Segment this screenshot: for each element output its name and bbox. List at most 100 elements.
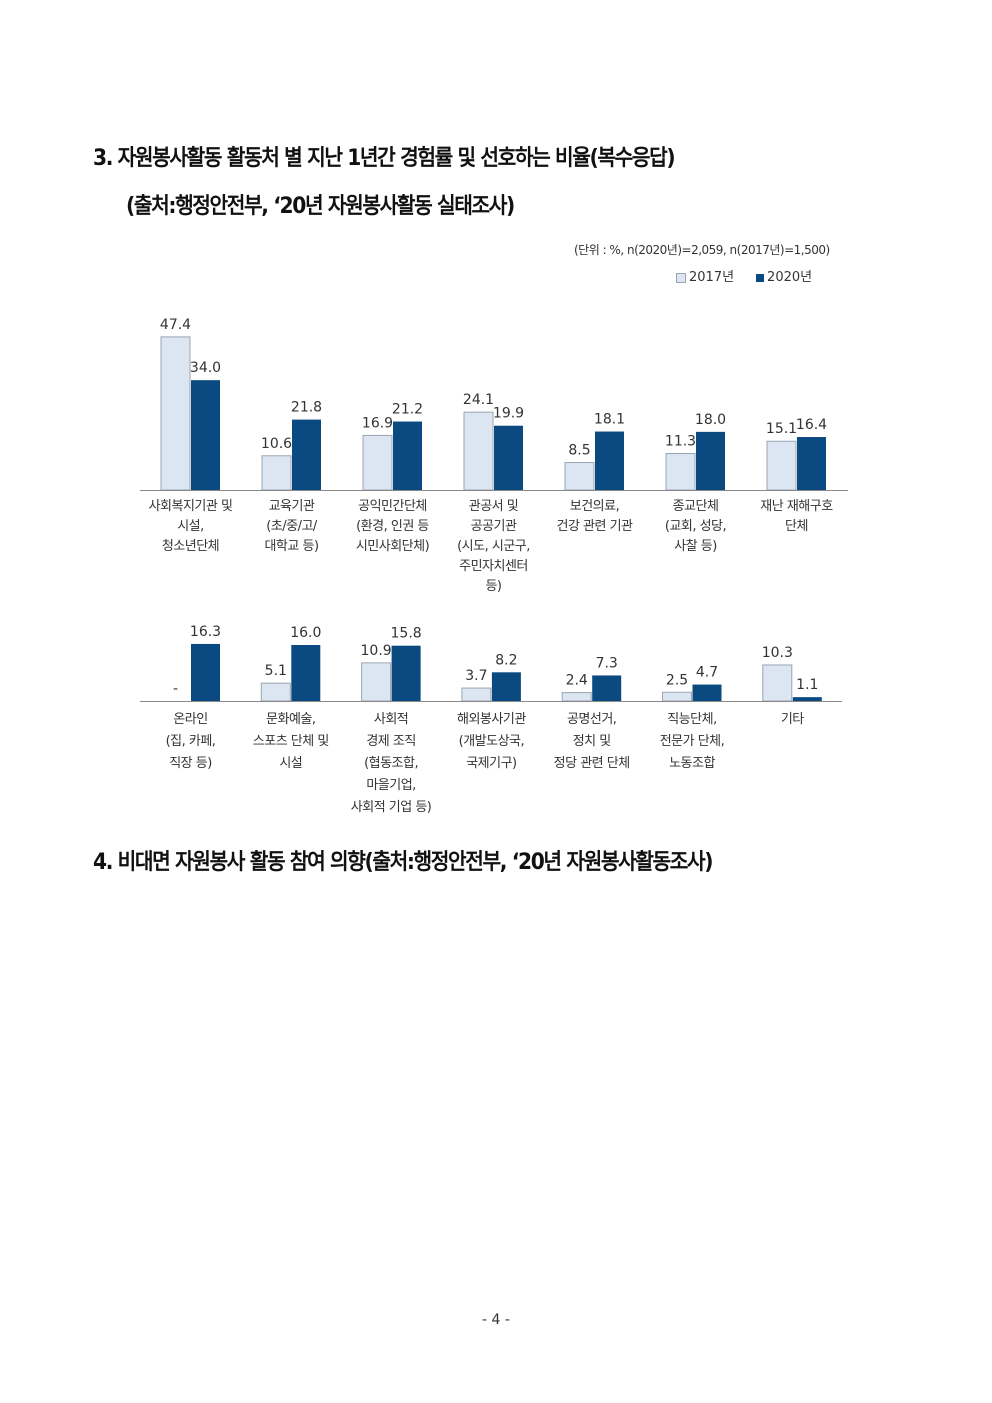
bar-2020 — [491, 672, 521, 701]
data-label-2017: 24.1 — [463, 392, 494, 408]
category-label: 공명선거, — [567, 712, 616, 727]
legend-swatch-2017 — [676, 272, 686, 283]
bar-2020 — [595, 431, 624, 490]
data-label-2017: 3.7 — [465, 668, 487, 684]
data-label-2020: 1.1 — [796, 677, 818, 693]
bar-2017 — [665, 453, 696, 491]
bar-2017 — [662, 691, 692, 702]
category-label: (집, 카페, — [166, 734, 216, 749]
category-label: 노동조합 — [669, 756, 715, 771]
data-label-2020: 7.3 — [596, 655, 618, 671]
category-label: (환경, 인권 등 — [356, 519, 429, 534]
bar-2017 — [463, 411, 494, 491]
data-label-2017: 5.1 — [265, 663, 287, 679]
category-label: 마을기업, — [366, 778, 415, 793]
category-label: 교육기관 — [269, 499, 315, 514]
category-label: 청소년단체 — [162, 539, 219, 554]
data-label-2020: 21.8 — [291, 400, 322, 416]
data-label-2020: 16.0 — [290, 625, 321, 641]
data-label-2017: 15.1 — [766, 421, 797, 437]
category-label: 전문가 단체, — [660, 734, 725, 749]
category-label: 직장 등) — [169, 756, 212, 771]
data-label-2020: 19.9 — [493, 406, 524, 422]
category-label: 종교단체 — [673, 499, 719, 514]
category-label: 기타 — [781, 712, 804, 727]
category-label: (개발도상국, — [459, 734, 525, 749]
category-label: 건강 관련 기관 — [556, 519, 633, 534]
category-label: 시설, — [177, 519, 204, 534]
category-label: 정당 관련 단체 — [554, 756, 630, 771]
bar-2017 — [461, 687, 492, 702]
legend-item-2020: 2020년 — [756, 266, 812, 285]
data-label-2020: 4.7 — [696, 665, 718, 681]
category-label: 정치 및 — [573, 734, 611, 749]
bar-2017 — [361, 662, 392, 702]
bar-2017 — [564, 462, 595, 491]
data-label-2020: 16.3 — [190, 624, 221, 640]
bar-2017 — [561, 692, 592, 702]
bar-2020 — [292, 419, 321, 490]
data-label-2017: 11.3 — [665, 434, 696, 450]
section4-title: 4. 비대면 자원봉사 활동 참여 의향(출처:행정안전부, ‘20년 자원봉사… — [93, 850, 714, 875]
data-label-2017: 10.9 — [361, 643, 392, 659]
data-label-2020: 34.0 — [190, 360, 221, 376]
bar-2020 — [797, 437, 826, 490]
category-label: 온라인 — [173, 712, 207, 727]
data-label-2017: - — [173, 681, 178, 697]
legend-label-2017: 2017년 — [689, 270, 735, 285]
chart-legend: 2017년 2020년 — [676, 266, 812, 285]
category-label: 경제 조직 — [366, 734, 415, 749]
bar-2017 — [160, 336, 191, 491]
bar-2017 — [762, 664, 793, 702]
data-label-2017: 2.4 — [566, 673, 588, 689]
data-label-2020: 18.0 — [695, 412, 726, 428]
section3-source: (출처:행정안전부, ‘20년 자원봉사활동 실태조사) — [126, 194, 515, 219]
category-label: (초/중/고/ — [266, 519, 318, 534]
section3-title: 3. 자원봉사활동 활동처 별 지난 1년간 경험률 및 선호하는 비율(복수응… — [93, 146, 676, 171]
legend-swatch-2020 — [756, 273, 765, 282]
data-label-2017: 2.5 — [666, 672, 688, 688]
category-label: (협동조합, — [364, 756, 418, 771]
data-label-2017: 8.5 — [568, 443, 590, 459]
bar-2020 — [494, 425, 523, 490]
category-label: 단체 — [785, 519, 808, 534]
category-label: 시민사회단체) — [356, 539, 429, 554]
legend-label-2020: 2020년 — [767, 270, 813, 285]
data-label-2017: 47.4 — [160, 317, 191, 333]
bar-2017 — [766, 440, 797, 491]
bar-2017 — [260, 682, 291, 702]
data-label-2017: 16.9 — [362, 415, 393, 431]
bar-2020 — [391, 645, 421, 701]
category-label: 공익민간단체 — [358, 499, 427, 514]
category-label: 등) — [485, 579, 501, 594]
category-label: 사회적 — [374, 712, 408, 727]
category-label: 문화예술, — [266, 712, 315, 727]
category-label: 주민자치센터 — [459, 559, 528, 574]
category-label: 스포츠 단체 및 — [253, 734, 329, 749]
page-number: - 4 - — [482, 1312, 510, 1328]
data-label-2020: 18.1 — [594, 412, 625, 428]
bar-2017 — [362, 434, 393, 491]
data-label-2020: 8.2 — [495, 652, 517, 668]
bar-2020 — [191, 380, 220, 490]
category-label: 시설 — [279, 756, 302, 771]
category-label: 보건의료, — [570, 499, 619, 514]
category-label: 재난 재해구호 — [760, 499, 833, 514]
data-label-2017: 10.3 — [762, 645, 793, 661]
category-label: 관공서 및 — [469, 499, 518, 514]
unit-note: (단위 : %, n(2020년)=2,059, n(2017년)=1,500) — [574, 243, 830, 257]
legend-item-2017: 2017년 — [676, 266, 734, 285]
bar-2020 — [592, 675, 622, 701]
data-label-2020: 16.4 — [796, 417, 827, 433]
bar-2020 — [692, 684, 722, 701]
data-label-2020: 21.2 — [392, 402, 423, 418]
bar-2020 — [393, 421, 422, 490]
category-label: 직능단체, — [667, 712, 716, 727]
category-label: 국제기구) — [466, 756, 516, 771]
data-label-2020: 15.8 — [391, 626, 422, 642]
bar-2020 — [696, 431, 725, 490]
category-label: 공공기관 — [471, 519, 517, 534]
category-label: (시도, 시군구, — [457, 539, 530, 554]
bar-2020 — [291, 645, 321, 701]
